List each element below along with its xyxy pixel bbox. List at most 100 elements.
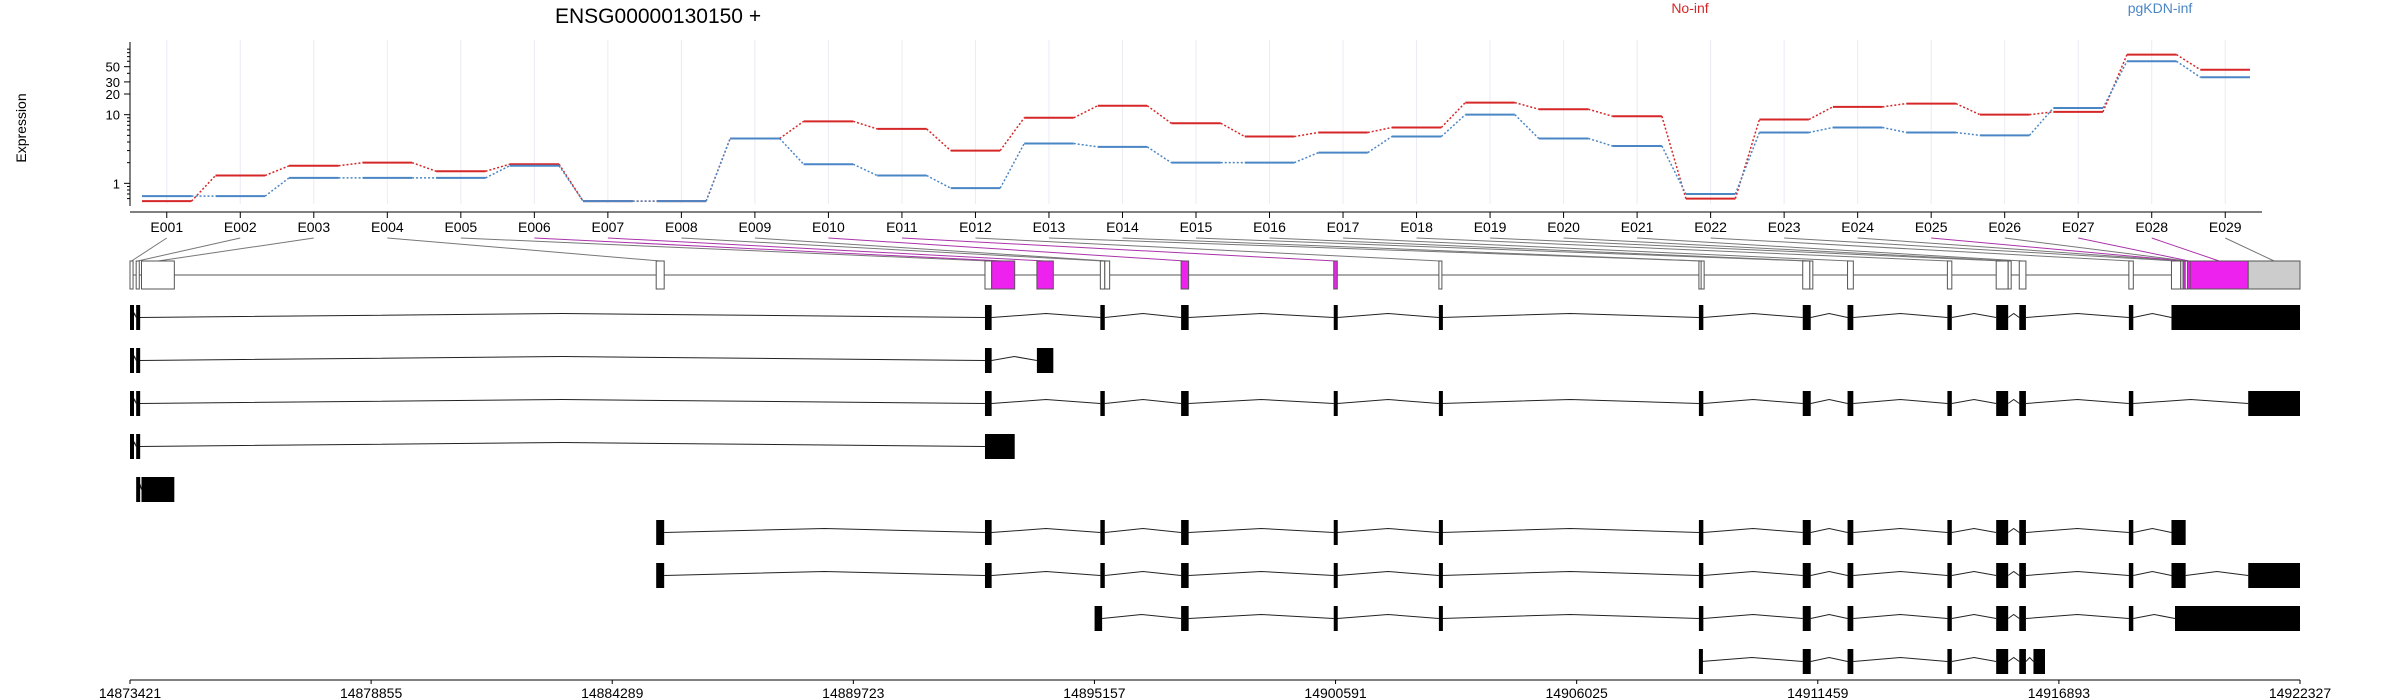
x-tick-label-e028: E028 xyxy=(2135,219,2168,235)
series-connector xyxy=(1955,102,1981,116)
y-tick-label: 1 xyxy=(113,176,120,191)
transcript-intron xyxy=(2007,613,2020,619)
series-connector xyxy=(999,117,1025,152)
series-connector xyxy=(779,137,805,165)
transcript-exon xyxy=(1947,649,1952,674)
series-connector xyxy=(1073,142,1098,148)
transcript-exon xyxy=(1996,606,2009,631)
transcript-exon xyxy=(1698,606,1704,631)
series-connector xyxy=(558,165,584,202)
series-pgkdn-inf xyxy=(142,60,2250,203)
exon-connector xyxy=(1269,237,1812,262)
transcript-intron xyxy=(1102,613,1182,619)
transcript-intron xyxy=(1853,398,1948,404)
transcript-intron xyxy=(1104,312,1182,318)
exon-connectors xyxy=(131,237,2275,262)
transcript-intron xyxy=(1188,570,1334,576)
transcript-intron xyxy=(1337,613,1439,619)
transcript-intron xyxy=(1104,570,1182,576)
series-connector xyxy=(1440,114,1466,138)
transcript-intron xyxy=(139,398,985,404)
transcript-intron xyxy=(1703,570,1803,576)
transcript-intron xyxy=(2025,398,2129,404)
transcript-exon xyxy=(1802,649,1811,674)
legend-entry-pgkdn-inf: pgKDN-inf xyxy=(2128,0,2193,16)
x-tick-label-e015: E015 xyxy=(1180,219,1213,235)
exon-connector xyxy=(1195,237,1807,262)
series-connector xyxy=(926,174,952,189)
transcript-exon xyxy=(136,477,141,502)
transcript-intron xyxy=(1951,312,1997,318)
transcript-intron xyxy=(664,527,985,533)
coordinate-tick-label: 14906025 xyxy=(1546,685,1609,700)
series-connector xyxy=(1514,101,1540,110)
transcript-intron xyxy=(1337,312,1439,318)
exon-box-e001 xyxy=(129,260,134,290)
transcript-exon xyxy=(2128,563,2134,588)
transcript-exon xyxy=(130,434,134,459)
x-tick-label-e016: E016 xyxy=(1253,219,1286,235)
x-tick-label-e001: E001 xyxy=(150,219,183,235)
transcript-9 xyxy=(1698,649,2046,674)
exon-connector xyxy=(137,237,241,262)
y-tick-label: 10 xyxy=(106,108,120,123)
transcript-intron xyxy=(1441,527,1699,533)
transcript-exon xyxy=(1181,520,1189,545)
x-tick-label-e013: E013 xyxy=(1033,219,1066,235)
transcript-exon xyxy=(136,391,141,416)
x-tick-label-e018: E018 xyxy=(1400,219,1433,235)
transcript-intron xyxy=(1441,312,1699,318)
series-connector xyxy=(1588,108,1613,117)
transcript-1 xyxy=(130,305,2300,330)
transcript-exon xyxy=(1100,520,1105,545)
transcript-exon xyxy=(141,477,175,502)
series-connector xyxy=(264,165,290,177)
transcript-intron xyxy=(1853,527,1948,533)
transcript-intron xyxy=(991,398,1101,404)
transcript-exon xyxy=(1438,563,1443,588)
series-connector xyxy=(1808,106,1834,121)
transcript-exon xyxy=(1847,391,1854,416)
transcript-intron xyxy=(1810,527,1848,533)
transcript-exon xyxy=(1802,520,1811,545)
exon-connector xyxy=(534,237,1004,262)
x-tick-label-e002: E002 xyxy=(224,219,257,235)
x-tick-label-e010: E010 xyxy=(812,219,845,235)
series-connector xyxy=(1440,102,1466,129)
transcript-intron xyxy=(1441,398,1699,404)
series-connector xyxy=(1588,137,1613,147)
transcript-exon xyxy=(1996,563,2009,588)
transcript-intron xyxy=(1853,613,1948,619)
transcript-exon xyxy=(2019,563,2026,588)
transcript-exon xyxy=(1181,391,1189,416)
exon-box-e008 xyxy=(1099,260,1106,290)
transcript-7 xyxy=(656,563,2300,588)
exon-connector xyxy=(754,237,1108,262)
series-connector xyxy=(190,174,217,202)
transcript-exon xyxy=(136,434,141,459)
exon-connector xyxy=(1122,237,1703,262)
transcript-intron xyxy=(991,312,1101,318)
transcript-intron xyxy=(1703,613,1803,619)
series-connector xyxy=(338,161,363,167)
x-tick-label-e004: E004 xyxy=(371,219,404,235)
transcript-intron xyxy=(1337,398,1439,404)
transcript-intron xyxy=(1703,527,1803,533)
y-axis-label: Expression xyxy=(13,93,29,162)
transcript-exon xyxy=(1947,563,1952,588)
exon-connector xyxy=(2078,237,2190,262)
transcript-exon xyxy=(2019,649,2026,674)
transcript-intron xyxy=(2133,527,2172,533)
exon-connector xyxy=(1784,237,2177,262)
transcript-exon xyxy=(984,434,1015,459)
exon-box-e019 xyxy=(1995,260,2009,290)
transcript-exon xyxy=(2128,305,2134,330)
transcript-exon xyxy=(130,391,134,416)
transcript-intron xyxy=(1441,613,1699,619)
x-tick-label-e012: E012 xyxy=(959,219,992,235)
transcript-exon xyxy=(2019,391,2026,416)
transcript-3 xyxy=(130,391,2300,416)
transcript-intron xyxy=(2025,656,2034,662)
x-tick-label-e023: E023 xyxy=(1768,219,1801,235)
series-connector xyxy=(926,128,952,152)
